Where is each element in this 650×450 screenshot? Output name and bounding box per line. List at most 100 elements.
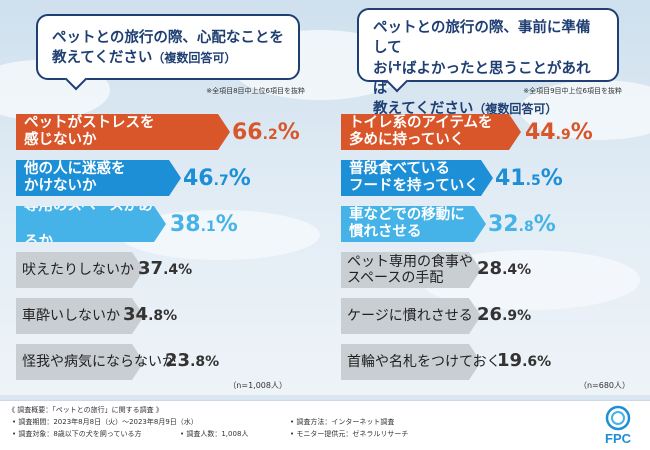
left-bar-row: 専用のスペースがあるか 38.1% — [0, 202, 325, 242]
right-value-value-dec: .4 — [502, 262, 518, 278]
left-bar-row: 他の人に迷惑を かけないか 46.7% — [0, 156, 325, 196]
right-bar-label: ペット専用の食事や スペースの手配 — [347, 252, 473, 288]
footer-overview: 《 調査概要：「ペットとの旅行」に関する調査 》 — [8, 406, 163, 414]
left-bar-value-label: 66.2% — [232, 114, 300, 150]
left-bar — [16, 252, 144, 288]
left-value-value-dec: .8 — [148, 308, 164, 324]
left-bar-label-line: 吠えたりしないか — [22, 261, 134, 278]
footer-target: • 調査対象：8歳以下の犬を飼っている方 — [12, 430, 142, 438]
right-bar-label-line: フードを持っていく — [349, 178, 479, 194]
right-value-unit: % — [540, 166, 563, 191]
left-note: ※全項目8目中上位6項目を抜粋 — [206, 87, 305, 95]
left-bar-row: 吠えたりしないか 37.4% — [0, 248, 325, 288]
right-value-unit: % — [570, 120, 593, 145]
left-bar-label-line: 他の人に迷惑を — [24, 161, 126, 178]
left-sample-size: （n=1,008人） — [228, 381, 287, 390]
left-bar-value-label: 37.4% — [138, 252, 192, 288]
left-bar-row: 怪我や病気にならないか 23.8% — [0, 340, 325, 380]
left-question-suffix: （複数回答可） — [152, 51, 237, 66]
right-value-unit: % — [517, 262, 532, 278]
right-bar-label-line: スペースの手配 — [347, 270, 444, 286]
right-bar — [341, 344, 481, 380]
right-bar-value-label: 41.5% — [495, 160, 563, 196]
left-value-value-dec: .4 — [163, 262, 179, 278]
left-value-value-int: 66 — [232, 120, 263, 145]
left-bar-row: ペットがストレスを 感じないか 66.2% — [0, 110, 325, 150]
left-bar-value-label: 38.1% — [170, 206, 238, 242]
left-value-unit: % — [215, 212, 238, 237]
left-bar-label-line: 怪我や病気にならないか — [22, 353, 176, 370]
left-bar-row: 車酔いしないか 34.8% — [0, 294, 325, 334]
right-bar-value-label: 28.4% — [477, 252, 531, 288]
fpc-logo: FPC — [605, 405, 632, 446]
right-chart-panel: ペットとの旅行の際、事前に準備して おけばよかったと思うことがあれば 教えてくだ… — [325, 0, 650, 395]
left-bar: 専用のスペースがあるか — [16, 206, 166, 242]
left-value-unit: % — [277, 120, 300, 145]
left-bar-label: 吠えたりしないか — [22, 252, 134, 288]
left-value-value-int: 46 — [183, 166, 214, 191]
left-value-value-int: 34 — [123, 304, 149, 325]
left-bar-label-line: ペットがストレスを — [24, 115, 155, 132]
left-bar-label-line: 感じないか — [24, 132, 97, 148]
right-question-line2: おけばよかったと思うことがあれば — [373, 60, 591, 97]
right-bar-row: 車などでの移動に 慣れさせる 32.8% — [325, 202, 650, 242]
left-bar-label-line: 車酔いしないか — [22, 307, 120, 324]
right-value-value-dec: .8 — [518, 219, 534, 235]
left-value-unit: % — [228, 166, 251, 191]
right-bar: 車などでの移動に 慣れさせる — [341, 206, 486, 242]
right-value-value-dec: .5 — [525, 173, 541, 189]
left-bar-label-line: かけないか — [24, 178, 97, 194]
right-bar: トイレ系のアイテムを 多めに持っていく — [341, 114, 521, 150]
right-bar-label-line: 車などでの移動に — [349, 207, 465, 224]
right-sample-size: （n=680人） — [578, 381, 630, 390]
right-note: ※全項目9目中上位6項目を抜粋 — [523, 87, 622, 95]
footer-period: • 調査期間：2023年8月8日（火）～2023年8月9日（水） — [12, 418, 198, 426]
right-bar-label-line: ペット専用の食事や — [347, 253, 473, 270]
right-bar-label: 車などでの移動に 慣れさせる — [349, 207, 465, 240]
left-value-value-dec: .8 — [190, 354, 206, 370]
right-value-value-int: 44 — [525, 120, 556, 145]
right-bar-value-label: 32.8% — [488, 206, 556, 242]
left-bar-label: 他の人に迷惑を かけないか — [24, 161, 126, 194]
right-value-unit: % — [537, 354, 552, 370]
right-value-unit: % — [517, 308, 532, 324]
right-bar-label-line: トイレ系のアイテムを — [349, 115, 493, 132]
left-question-box: ペットとの旅行の際、心配なことを 教えてください（複数回答可） — [36, 14, 300, 80]
footer-method: • 調査方法：インターネット調査 — [290, 418, 395, 426]
left-bar: ペットがストレスを 感じないか — [16, 114, 230, 150]
right-bar-label-line: 慣れさせる — [349, 224, 422, 240]
right-value-value-int: 26 — [477, 304, 503, 325]
left-bar: 他の人に迷惑を かけないか — [16, 160, 181, 196]
left-bar-label: 怪我や病気にならないか — [22, 344, 176, 380]
right-value-value-int: 32 — [488, 212, 519, 237]
right-bar-row: ケージに慣れさせる 26.9% — [325, 294, 650, 334]
right-bar-row: ペット専用の食事や スペースの手配 28.4% — [325, 248, 650, 288]
right-question-box: ペットとの旅行の際、事前に準備して おけばよかったと思うことがあれば 教えてくだ… — [357, 8, 619, 117]
right-value-value-int: 28 — [477, 258, 503, 279]
right-bar-row: 首輪や名札をつけておく 19.6% — [325, 340, 650, 380]
left-value-unit: % — [163, 308, 178, 324]
right-question-line1: ペットとの旅行の際、事前に準備して — [373, 20, 591, 57]
fpc-logo-text: FPC — [605, 431, 632, 446]
right-value-value-int: 41 — [495, 166, 526, 191]
footer-count: • 調査人数：1,008人 — [180, 430, 249, 438]
right-bar — [341, 298, 481, 334]
left-bar-value-label: 23.8% — [165, 344, 219, 380]
left-question-line1: ペットとの旅行の際、心配なことを — [52, 30, 284, 46]
right-bar: 普段食べている フードを持っていく — [341, 160, 493, 196]
left-value-value-dec: .7 — [213, 173, 229, 189]
right-question-suffix: （複数回答可） — [473, 102, 558, 117]
left-value-value-int: 23 — [165, 350, 191, 371]
right-value-value-dec: .6 — [522, 354, 538, 370]
right-value-value-dec: .9 — [555, 127, 571, 143]
footer-provider: • モニター提供元：ゼネラルリサーチ — [290, 430, 409, 438]
left-bar-value-label: 34.8% — [123, 298, 177, 334]
right-value-value-int: 19 — [497, 350, 523, 371]
right-bar-value-label: 19.6% — [497, 344, 551, 380]
left-chart-panel: ペットとの旅行の際、心配なことを 教えてください（複数回答可） ※全項目8目中上… — [0, 0, 325, 395]
left-question-line2: 教えてください — [52, 50, 153, 67]
right-bar-value-label: 44.9% — [525, 114, 593, 150]
left-bar — [16, 344, 144, 380]
left-value-unit: % — [178, 262, 193, 278]
right-value-value-dec: .9 — [502, 308, 518, 324]
